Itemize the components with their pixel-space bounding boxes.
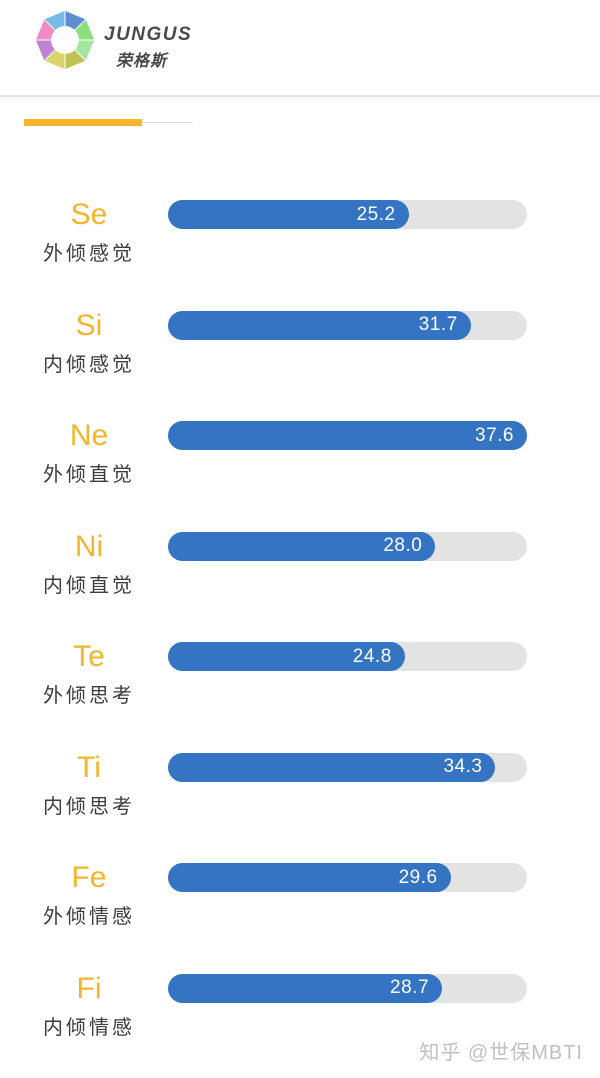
- function-code-label: Te: [73, 640, 105, 673]
- function-label-block: Ne 外倾直觉: [0, 411, 168, 487]
- score-bar-area: 28.7: [168, 964, 527, 1003]
- function-label-block: Te 外倾思考: [0, 632, 168, 708]
- score-bar-area: 31.7: [168, 301, 527, 340]
- function-label-block: Ni 内倾直觉: [0, 522, 168, 598]
- function-name-label: 外倾直觉: [43, 464, 135, 486]
- score-bar-area: 28.0: [168, 522, 527, 561]
- function-name-label: 外倾感觉: [43, 243, 135, 265]
- scroll-indicator-active-bar: [24, 119, 142, 126]
- score-value-label: 37.6: [475, 424, 514, 446]
- function-name-label: 外倾思考: [43, 685, 135, 707]
- function-name-label: 内倾思考: [43, 795, 135, 818]
- score-bar-fill: 31.7: [168, 310, 471, 340]
- function-score-row: Ne 外倾直觉 37.6: [0, 411, 600, 522]
- function-code-label: Si: [75, 308, 103, 342]
- function-label-block: Se 外倾感觉: [0, 190, 168, 266]
- function-code-label: Se: [70, 198, 108, 231]
- function-code-label: Ne: [69, 419, 109, 452]
- function-score-row: Te 外倾思考 24.8: [0, 632, 600, 743]
- score-bar-track: 34.3: [168, 752, 527, 782]
- function-score-row: Si 内倾感觉 31.7: [0, 301, 600, 412]
- function-label-block: Fe 外倾情感: [0, 853, 168, 929]
- score-bar-fill: 28.0: [168, 531, 436, 561]
- function-name-label: 外倾情感: [43, 906, 135, 928]
- score-value-label: 34.3: [443, 756, 483, 777]
- logo-center-hole: [51, 26, 79, 54]
- score-bar-fill: 34.3: [168, 752, 496, 782]
- score-bar-area: 37.6: [168, 411, 527, 450]
- score-bar-fill: 29.6: [168, 863, 451, 892]
- score-bar-track: 25.2: [168, 200, 527, 229]
- score-bar-track: 24.8: [168, 642, 527, 671]
- score-value-label: 28.7: [390, 977, 430, 998]
- score-value-label: 31.7: [418, 314, 458, 335]
- function-score-row: Se 外倾感觉 25.2: [0, 190, 600, 301]
- function-label-block: Fi 内倾情感: [0, 964, 168, 1040]
- jungus-octagon-logo-icon: [34, 9, 96, 71]
- brand-name: JUNGUS: [104, 24, 193, 45]
- score-value-label: 28.0: [383, 535, 423, 556]
- score-bar-track: 28.0: [168, 531, 527, 561]
- score-bar-area: 25.2: [168, 190, 527, 229]
- score-bar-fill: 28.7: [168, 973, 443, 1003]
- function-label-block: Ti 内倾思考: [0, 743, 168, 819]
- score-bar-track: 31.7: [168, 310, 527, 340]
- score-bar-fill: 37.6: [168, 421, 527, 450]
- brand-name-chinese: 荣格斯: [116, 53, 168, 70]
- score-bar-fill: 24.8: [168, 642, 405, 671]
- scroll-indicator-track-line: [142, 122, 193, 123]
- score-bar-area: 29.6: [168, 853, 527, 892]
- score-bar-fill: 25.2: [168, 200, 409, 229]
- function-code-label: Ti: [77, 750, 101, 784]
- score-bar-track: 29.6: [168, 863, 527, 892]
- function-code-label: Fi: [76, 971, 102, 1005]
- score-value-label: 24.8: [352, 645, 392, 667]
- header-divider: [0, 95, 600, 97]
- function-score-row: Fe 外倾情感 29.6: [0, 853, 600, 964]
- zhihu-watermark: 知乎 @世保MBTI: [419, 1042, 583, 1064]
- cognitive-function-bar-chart: Se 外倾感觉 25.2 Si 内倾感觉 31.7 Ne 外倾直: [0, 190, 600, 1074]
- score-value-label: 29.6: [398, 866, 438, 888]
- function-score-row: Fi 内倾情感 28.7: [0, 964, 600, 1075]
- function-score-row: Ti 内倾思考 34.3: [0, 743, 600, 854]
- function-label-block: Si 内倾感觉: [0, 301, 168, 377]
- header: JUNGUS 荣格斯: [0, 0, 600, 95]
- score-bar-area: 34.3: [168, 743, 527, 782]
- function-name-label: 内倾直觉: [43, 574, 135, 597]
- score-bar-track: 28.7: [168, 973, 527, 1003]
- function-name-label: 内倾情感: [43, 1016, 135, 1039]
- brand-text-block: JUNGUS 荣格斯: [104, 24, 192, 71]
- score-value-label: 25.2: [356, 203, 396, 225]
- brand-logo: [34, 9, 96, 71]
- score-bar-track: 37.6: [168, 421, 527, 450]
- score-bar-area: 24.8: [168, 632, 527, 671]
- function-name-label: 内倾感觉: [43, 353, 135, 376]
- function-score-row: Ni 内倾直觉 28.0: [0, 522, 600, 633]
- function-code-label: Ni: [74, 529, 104, 563]
- function-code-label: Fe: [71, 861, 107, 894]
